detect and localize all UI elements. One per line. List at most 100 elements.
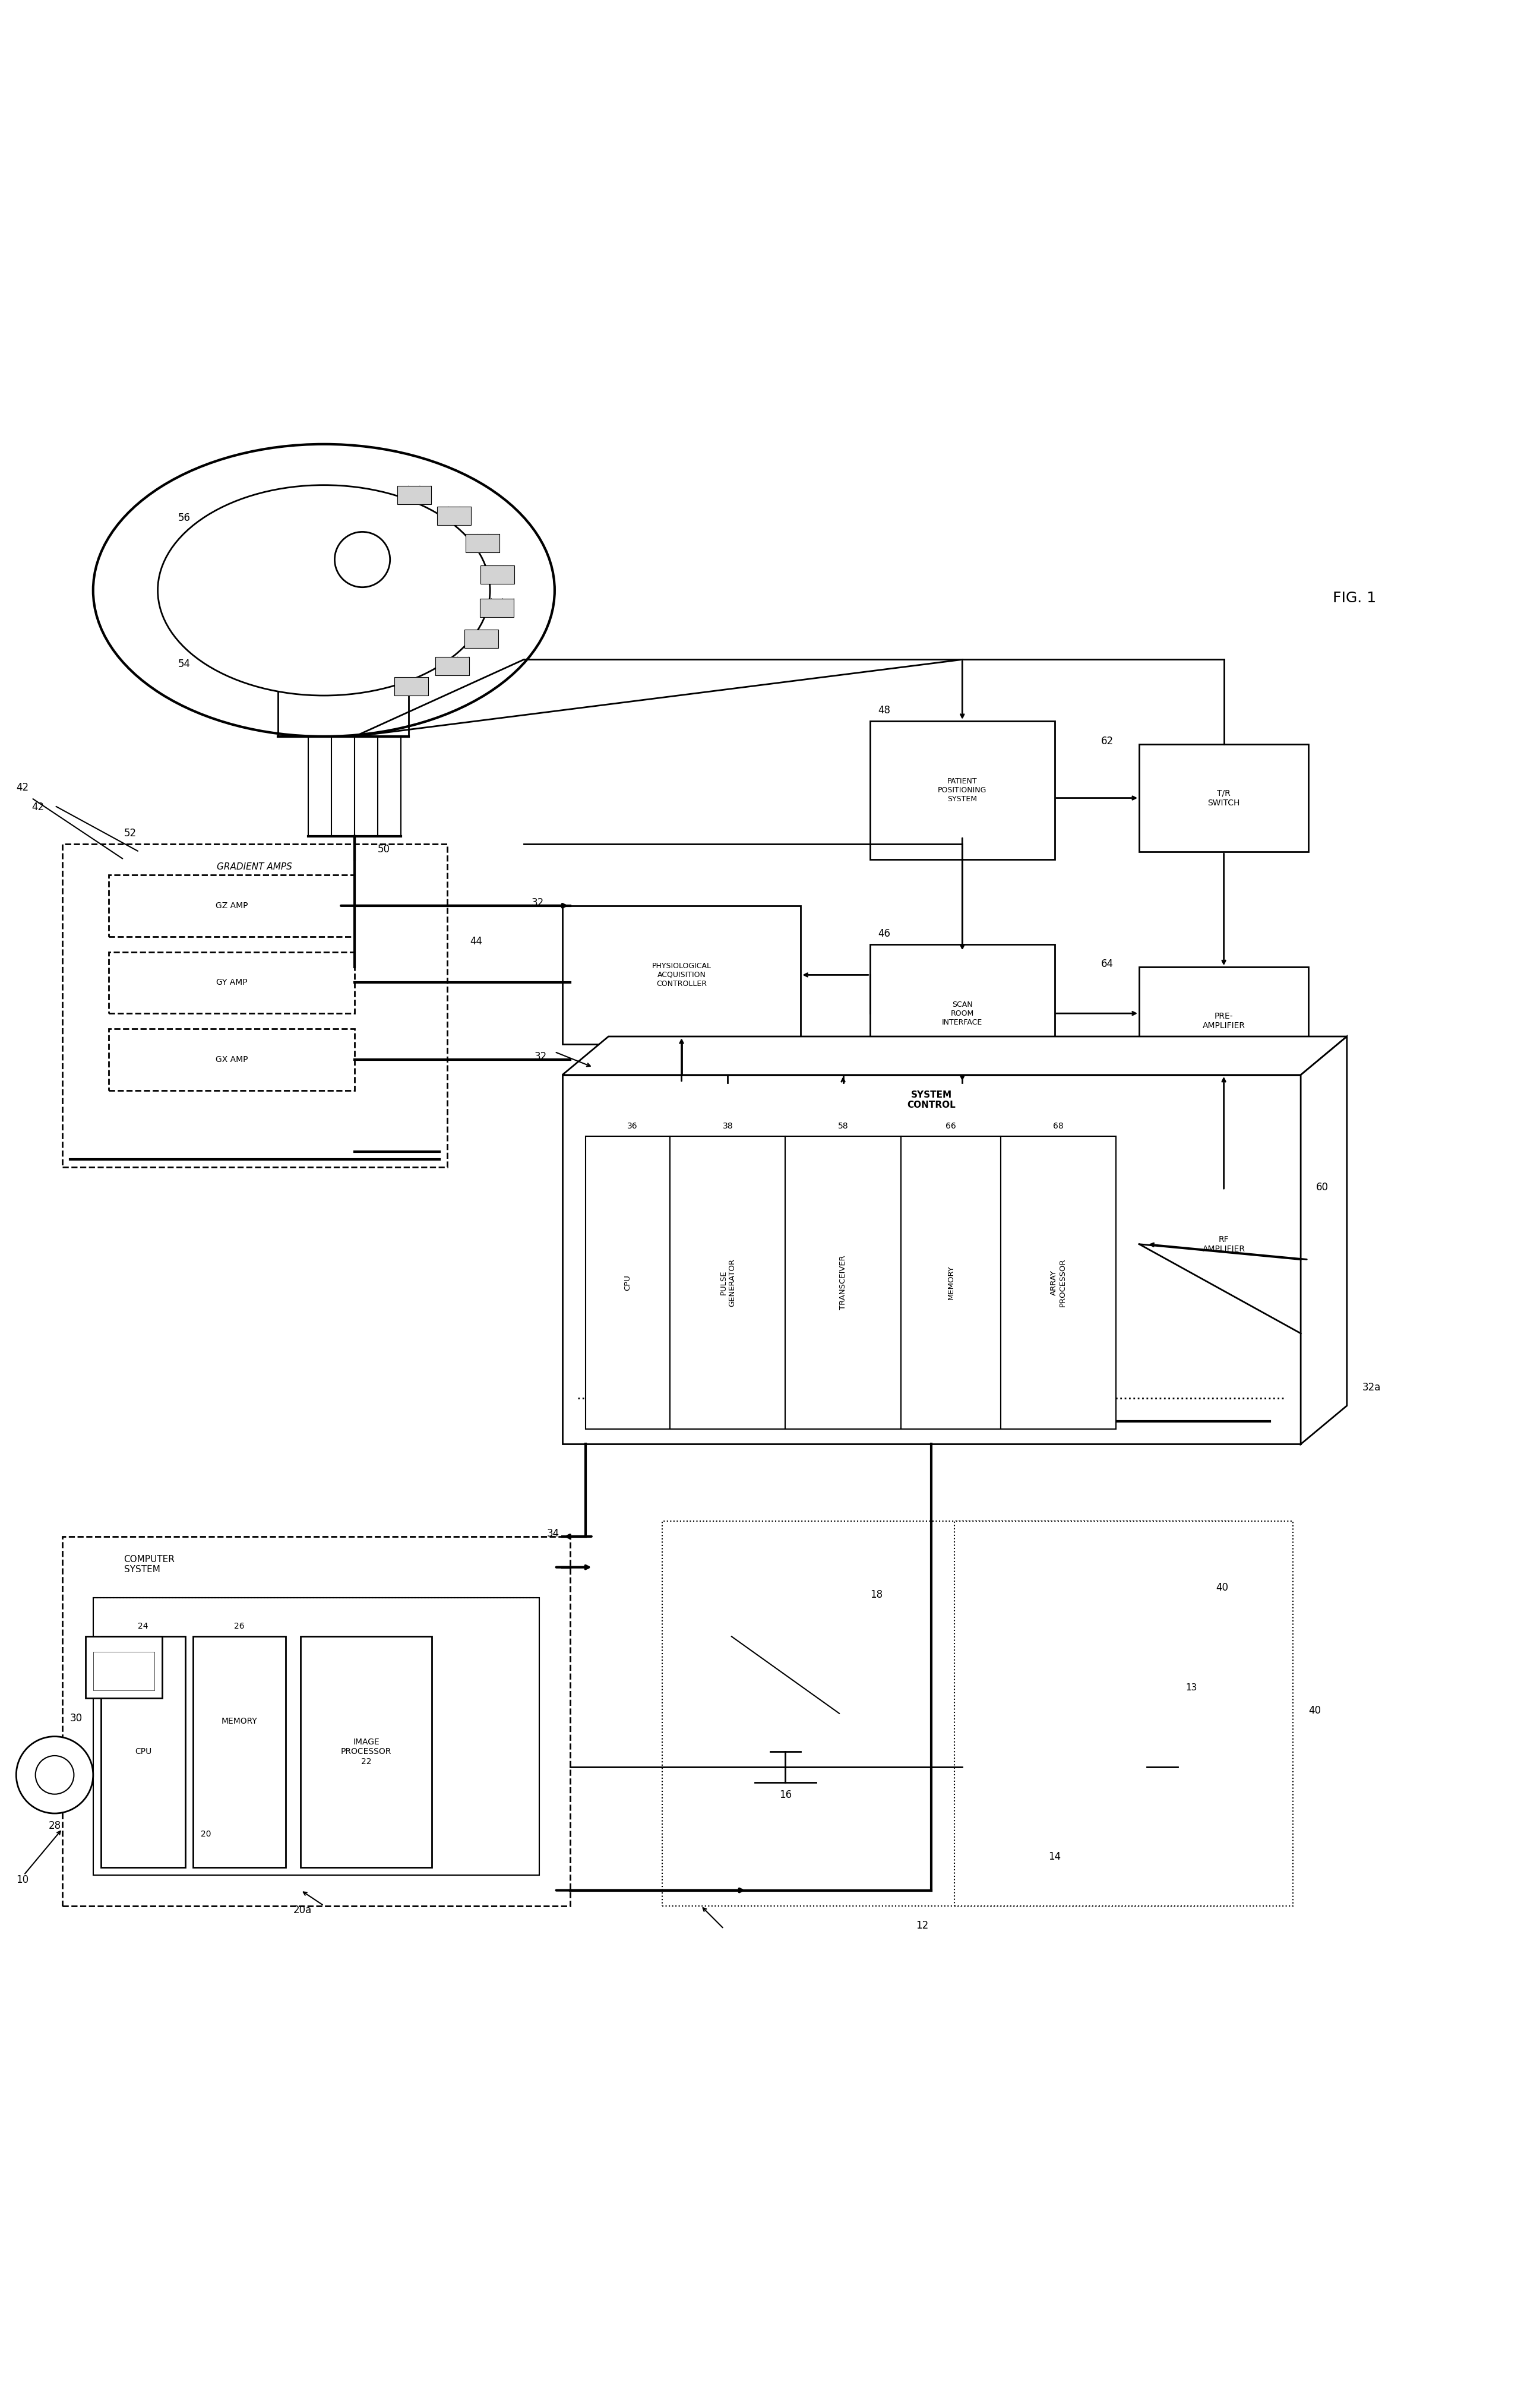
Text: PRE-
AMPLIFIER: PRE- AMPLIFIER bbox=[1203, 1011, 1246, 1030]
FancyBboxPatch shape bbox=[1093, 1792, 1121, 1821]
FancyBboxPatch shape bbox=[1140, 968, 1309, 1076]
Text: RF
AMPLIFIER: RF AMPLIFIER bbox=[1203, 1236, 1246, 1253]
Text: 32a: 32a bbox=[1363, 1382, 1381, 1392]
FancyBboxPatch shape bbox=[1055, 1754, 1083, 1783]
FancyBboxPatch shape bbox=[436, 657, 470, 676]
Text: 48: 48 bbox=[878, 704, 890, 716]
FancyBboxPatch shape bbox=[62, 1536, 570, 1905]
FancyBboxPatch shape bbox=[467, 534, 501, 553]
FancyBboxPatch shape bbox=[1093, 1754, 1121, 1783]
Text: 34: 34 bbox=[547, 1529, 559, 1538]
Text: GX AMP: GX AMP bbox=[216, 1054, 248, 1064]
FancyBboxPatch shape bbox=[708, 1598, 862, 1751]
Text: 40: 40 bbox=[1217, 1581, 1229, 1593]
Text: 68: 68 bbox=[1053, 1121, 1064, 1131]
Text: ARRAY
PROCESSOR: ARRAY PROCESSOR bbox=[1050, 1258, 1067, 1306]
Text: T/R
SWITCH: T/R SWITCH bbox=[1207, 788, 1240, 807]
Text: 62: 62 bbox=[1101, 736, 1113, 748]
FancyBboxPatch shape bbox=[870, 944, 1055, 1083]
Text: 14: 14 bbox=[1049, 1852, 1061, 1862]
Ellipse shape bbox=[157, 484, 490, 695]
FancyBboxPatch shape bbox=[108, 875, 354, 937]
FancyBboxPatch shape bbox=[192, 1636, 285, 1866]
Polygon shape bbox=[562, 1037, 1348, 1076]
Polygon shape bbox=[562, 1076, 1301, 1445]
FancyBboxPatch shape bbox=[108, 951, 354, 1014]
Text: 32: 32 bbox=[534, 1052, 547, 1061]
FancyBboxPatch shape bbox=[108, 1028, 354, 1090]
FancyBboxPatch shape bbox=[955, 1521, 1294, 1905]
Text: 42: 42 bbox=[17, 781, 29, 793]
FancyBboxPatch shape bbox=[662, 1521, 1232, 1905]
FancyBboxPatch shape bbox=[1093, 1716, 1121, 1744]
Polygon shape bbox=[1001, 1136, 1116, 1428]
Text: 16: 16 bbox=[779, 1790, 792, 1799]
FancyBboxPatch shape bbox=[1055, 1792, 1083, 1821]
Text: 28: 28 bbox=[48, 1821, 62, 1831]
FancyBboxPatch shape bbox=[1016, 1754, 1044, 1783]
FancyBboxPatch shape bbox=[62, 843, 447, 1167]
FancyBboxPatch shape bbox=[92, 1651, 154, 1689]
FancyBboxPatch shape bbox=[394, 678, 428, 695]
Polygon shape bbox=[1301, 1037, 1348, 1445]
FancyBboxPatch shape bbox=[870, 721, 1055, 860]
Circle shape bbox=[17, 1737, 92, 1814]
Text: IMAGE
PROCESSOR
22: IMAGE PROCESSOR 22 bbox=[340, 1737, 391, 1766]
Text: PATIENT
POSITIONING
SYSTEM: PATIENT POSITIONING SYSTEM bbox=[938, 779, 987, 803]
FancyBboxPatch shape bbox=[397, 486, 431, 503]
Text: CPU: CPU bbox=[134, 1747, 151, 1756]
Text: 13: 13 bbox=[1186, 1682, 1197, 1692]
Text: SYSTEM
CONTROL: SYSTEM CONTROL bbox=[907, 1090, 956, 1109]
Text: 52: 52 bbox=[123, 829, 137, 839]
FancyBboxPatch shape bbox=[480, 565, 514, 585]
Text: 56: 56 bbox=[177, 513, 191, 522]
FancyBboxPatch shape bbox=[437, 506, 471, 525]
Text: 26: 26 bbox=[234, 1622, 245, 1632]
FancyBboxPatch shape bbox=[978, 1792, 1006, 1821]
Text: 40: 40 bbox=[1309, 1706, 1321, 1716]
Text: GZ AMP: GZ AMP bbox=[216, 901, 248, 910]
Text: 10: 10 bbox=[17, 1874, 29, 1886]
FancyBboxPatch shape bbox=[963, 1699, 1147, 1835]
Text: TRANSCEIVER: TRANSCEIVER bbox=[839, 1256, 847, 1311]
FancyBboxPatch shape bbox=[465, 630, 499, 649]
FancyBboxPatch shape bbox=[85, 1636, 162, 1699]
Text: 24: 24 bbox=[139, 1622, 148, 1632]
Text: 20: 20 bbox=[200, 1831, 211, 1838]
Text: 18: 18 bbox=[870, 1589, 882, 1601]
Text: 42: 42 bbox=[32, 803, 45, 812]
Text: GRADIENT AMPS: GRADIENT AMPS bbox=[217, 863, 293, 872]
Text: PHYSIOLOGICAL
ACQUISITION
CONTROLLER: PHYSIOLOGICAL ACQUISITION CONTROLLER bbox=[651, 963, 711, 987]
Text: 54: 54 bbox=[177, 659, 191, 668]
Text: 50: 50 bbox=[377, 843, 390, 855]
Text: 66: 66 bbox=[946, 1121, 956, 1131]
Text: 30: 30 bbox=[69, 1713, 83, 1723]
Polygon shape bbox=[585, 1136, 670, 1428]
Text: GY AMP: GY AMP bbox=[216, 978, 248, 987]
Ellipse shape bbox=[92, 443, 554, 736]
Text: 46: 46 bbox=[878, 927, 890, 939]
Text: CPU: CPU bbox=[624, 1275, 631, 1291]
Text: 60: 60 bbox=[1317, 1181, 1329, 1193]
Polygon shape bbox=[785, 1136, 901, 1428]
Text: 64: 64 bbox=[1101, 958, 1113, 970]
FancyBboxPatch shape bbox=[480, 599, 514, 616]
Polygon shape bbox=[901, 1136, 1001, 1428]
Text: MEMORY: MEMORY bbox=[222, 1718, 257, 1725]
FancyBboxPatch shape bbox=[1016, 1716, 1044, 1744]
Text: 38: 38 bbox=[722, 1121, 733, 1131]
Text: 44: 44 bbox=[470, 937, 482, 946]
Text: MEMORY: MEMORY bbox=[947, 1265, 955, 1299]
FancyBboxPatch shape bbox=[100, 1636, 185, 1866]
Text: 12: 12 bbox=[916, 1922, 929, 1931]
Text: 36: 36 bbox=[627, 1121, 638, 1131]
FancyBboxPatch shape bbox=[562, 906, 801, 1045]
FancyBboxPatch shape bbox=[300, 1636, 431, 1866]
Text: FIG. 1: FIG. 1 bbox=[1332, 592, 1377, 606]
Text: 58: 58 bbox=[838, 1121, 849, 1131]
FancyBboxPatch shape bbox=[1055, 1716, 1083, 1744]
Text: SCAN
ROOM
INTERFACE: SCAN ROOM INTERFACE bbox=[942, 1002, 983, 1025]
FancyBboxPatch shape bbox=[1140, 1191, 1309, 1299]
FancyBboxPatch shape bbox=[978, 1716, 1006, 1744]
FancyBboxPatch shape bbox=[1016, 1792, 1044, 1821]
